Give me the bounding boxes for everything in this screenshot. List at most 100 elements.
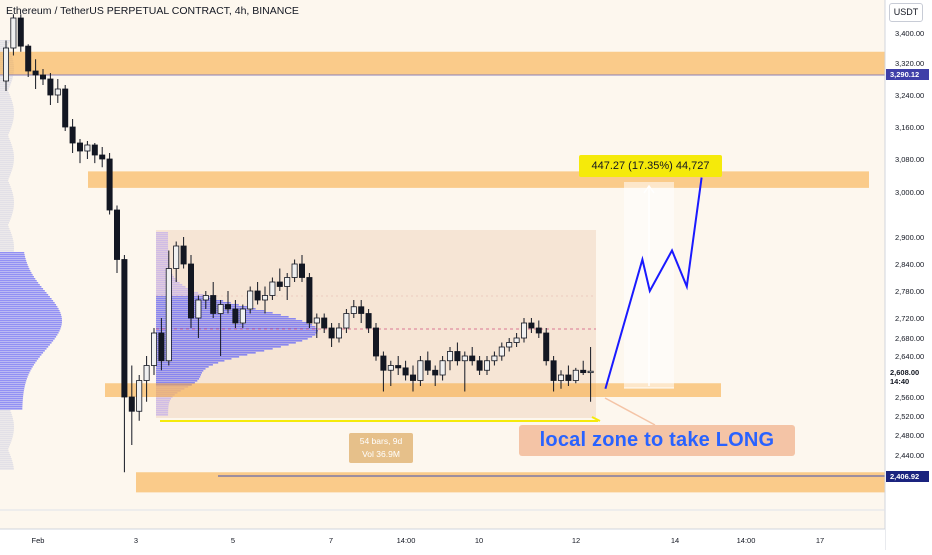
candle-body — [343, 313, 350, 329]
range-profile-bar — [156, 410, 169, 412]
profile-bar — [0, 446, 10, 448]
candle-body — [165, 268, 172, 362]
profile-bar — [0, 116, 14, 118]
profile-bar — [0, 156, 14, 158]
candles — [3, 14, 594, 473]
profile-bar — [0, 280, 37, 282]
profile-bar — [0, 404, 23, 406]
candle-body — [202, 295, 209, 301]
profile-bar — [0, 412, 12, 414]
price-tick-label: 2,720.00 — [895, 314, 924, 323]
range-profile-bar — [156, 374, 202, 376]
price-tick-label: 2,640.00 — [895, 352, 924, 361]
profile-bar — [0, 178, 9, 180]
profile-bar — [0, 154, 14, 156]
profile-bar — [0, 104, 14, 106]
candle-body — [99, 154, 106, 160]
profile-bar — [0, 448, 9, 450]
range-profile-bar — [156, 258, 169, 260]
range-profile-bar — [156, 370, 204, 372]
candle-body — [358, 306, 365, 314]
profile-bar — [0, 160, 14, 162]
resistance-zone-3300 — [0, 51, 885, 75]
candle-body — [180, 245, 187, 265]
candle-body — [513, 337, 520, 343]
price-tick-label: 2,840.00 — [895, 260, 924, 269]
profile-bar — [0, 468, 14, 470]
price-tick-label: 2,560.00 — [895, 393, 924, 402]
candle-body — [261, 295, 268, 301]
time-tick-label: 14:00 — [397, 536, 416, 545]
candle-body — [32, 70, 39, 76]
candle-body — [506, 342, 513, 348]
range-profile-bar — [156, 408, 169, 410]
profile-bar — [0, 192, 13, 194]
candle-body — [136, 380, 143, 412]
range-profile-bar — [156, 254, 169, 256]
profile-bar — [0, 134, 9, 136]
profile-bar — [0, 170, 12, 172]
candle-body — [224, 304, 231, 310]
profile-bar — [0, 276, 34, 278]
profile-bar — [0, 366, 33, 368]
current-price-badge: 2,608.00 — [886, 367, 929, 378]
time-tick-label: 12 — [572, 536, 580, 545]
range-profile-bar — [156, 362, 219, 364]
profile-bar — [0, 102, 13, 104]
profile-bar — [0, 342, 52, 344]
range-profile-bar — [156, 270, 171, 272]
profile-bar — [0, 396, 24, 398]
price-tick-label: 3,400.00 — [895, 29, 924, 38]
profile-bar — [0, 108, 14, 110]
profile-bar — [0, 146, 13, 148]
measure-label: 447.27 (17.35%) 44,727 — [579, 155, 722, 177]
candle-body — [69, 126, 76, 144]
profile-bar — [0, 408, 23, 410]
profile-bar — [0, 272, 32, 274]
price-tick-label: 3,080.00 — [895, 155, 924, 164]
range-profile-bar — [156, 262, 169, 264]
profile-bar — [0, 356, 40, 358]
candle-body — [195, 299, 202, 319]
range-profile-bar — [156, 376, 201, 378]
candle-body — [269, 281, 276, 296]
profile-bar — [0, 128, 11, 130]
profile-bar — [0, 164, 14, 166]
profile-bar — [0, 418, 14, 420]
profile-bar — [0, 466, 14, 468]
currency-button[interactable]: USDT — [889, 3, 923, 22]
profile-bar — [0, 262, 27, 264]
current-price-badge-bg — [886, 367, 929, 378]
profile-bar — [0, 132, 10, 134]
profile-bar — [0, 334, 58, 336]
profile-bar — [0, 238, 13, 240]
candle-body — [313, 317, 320, 324]
profile-bar — [0, 464, 14, 466]
candle-body — [521, 322, 528, 339]
profile-bar — [0, 362, 36, 364]
profile-bar — [0, 426, 14, 428]
profile-bar — [0, 338, 55, 340]
profile-bar — [0, 266, 29, 268]
profile-bar — [0, 246, 14, 248]
candle-body — [306, 277, 313, 324]
countdown-badge-bg — [886, 377, 929, 387]
profile-bar — [0, 120, 14, 122]
candle-body — [247, 290, 254, 310]
price-tick-label: 2,780.00 — [895, 287, 924, 296]
profile-bar — [0, 328, 61, 330]
range-profile-bar — [156, 252, 169, 254]
profile-bar — [0, 286, 42, 288]
profile-bar — [0, 174, 11, 176]
profile-bar — [0, 232, 12, 234]
profile-bar — [0, 296, 50, 298]
candle-body — [572, 369, 579, 381]
profile-bar — [0, 264, 28, 266]
candle-body — [25, 45, 32, 72]
current-price-badge-text: 2,608.00 — [890, 368, 919, 377]
range-profile-bar — [156, 290, 194, 292]
candle-body — [298, 263, 305, 278]
candle-body — [424, 360, 431, 371]
